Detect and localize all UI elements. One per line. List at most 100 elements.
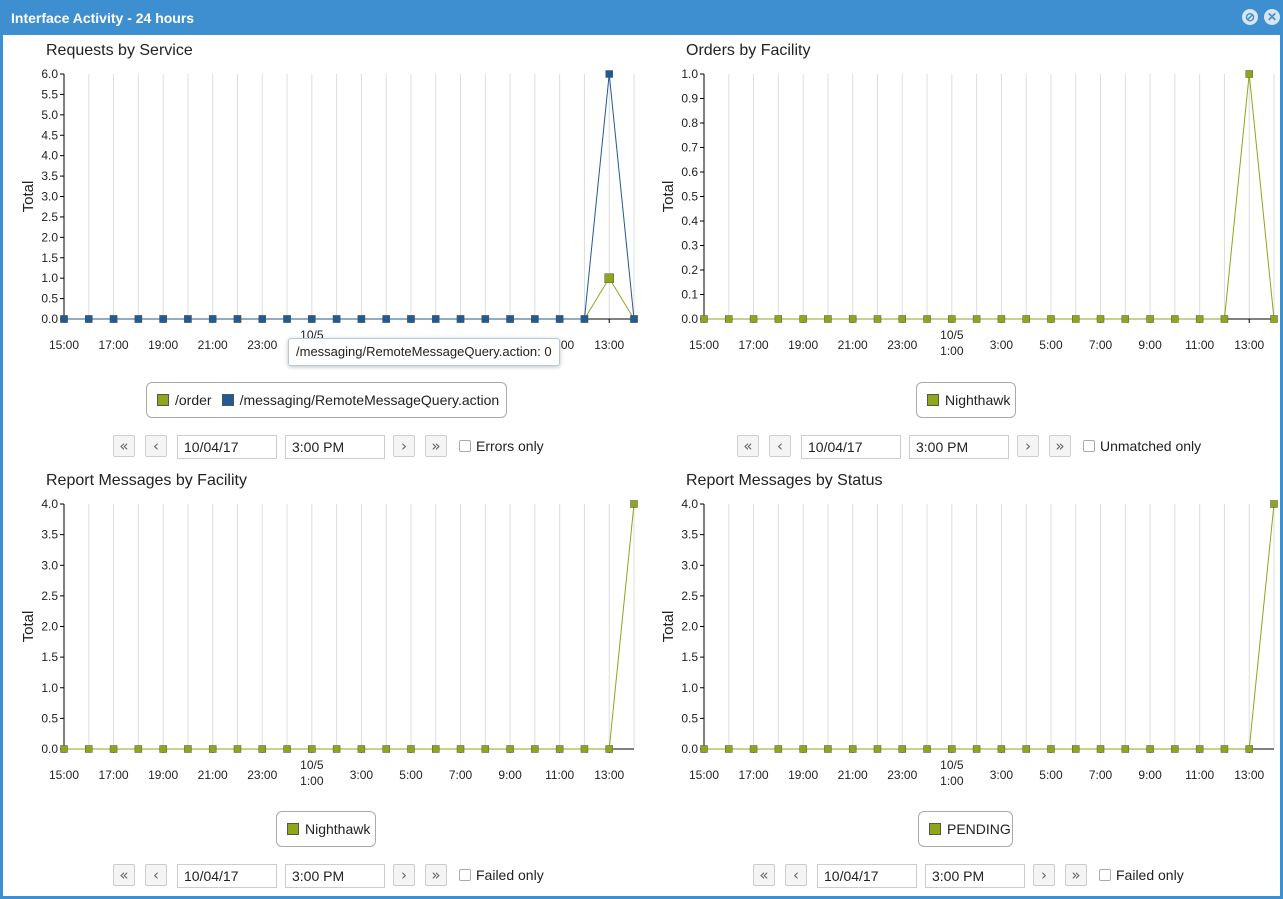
time-input[interactable]: 3:00 PM [925,864,1025,888]
data-point [605,70,613,78]
y-tick-label: 2.0 [41,620,58,634]
series-line [64,277,635,320]
data-point [1047,745,1055,753]
data-point [1071,745,1080,753]
legend-label: Nighthawk [945,392,1011,408]
x-tick-label: 11:00 [1185,338,1214,352]
y-tick-label: 1.0 [681,681,698,695]
next-button[interactable]: › [393,864,415,886]
legend-item[interactable]: PENDING [929,821,1011,837]
last-page-button[interactable]: » [425,435,447,457]
legend-swatch [287,823,299,835]
x-tick-label: 17:00 [99,768,129,782]
data-point [407,315,415,323]
previous-button[interactable]: ‹ [145,864,167,886]
y-tick-label: 5.5 [41,87,58,101]
x-tick-label: 1:00 [300,774,324,788]
first-page-button[interactable]: « [113,435,135,457]
close-icon[interactable]: ✕ [1264,9,1280,25]
data-point [308,315,316,323]
data-point [1245,70,1253,78]
chart-svg: Report Messages by Facility Total 0.0 0.5 1.… [20,472,638,788]
y-tick-label: 3.0 [41,190,58,204]
date-input[interactable]: 10/04/17 [801,435,901,459]
y-tick-label: 0.0 [41,312,58,326]
previous-button[interactable]: ‹ [145,435,167,457]
data-point [749,315,758,323]
time-input[interactable]: 3:00 PM [285,864,385,888]
x-tick-label: 19:00 [148,768,178,782]
data-point [184,315,192,323]
checkbox-label: Errors only [476,438,544,454]
data-point [233,315,242,323]
x-tick-label: 7:00 [449,768,473,782]
legend-item[interactable]: Nighthawk [287,821,370,837]
x-tick-label: 17:00 [739,768,769,782]
data-point [258,745,267,753]
y-axis-label: Total [20,611,37,643]
data-point [1071,315,1080,323]
previous-button[interactable]: ‹ [785,864,807,886]
failed-only-checkbox[interactable] [1099,869,1111,881]
data-point [184,745,192,753]
legend-swatch [929,823,941,835]
y-tick-label: 0.1 [681,288,698,302]
previous-button[interactable]: ‹ [769,435,791,457]
y-tick-label: 0.8 [681,116,698,130]
legend-item[interactable]: Nighthawk [927,392,1010,408]
next-button[interactable]: › [393,435,415,457]
last-page-button[interactable]: » [425,864,447,886]
y-tick-label: 0.5 [41,292,58,306]
time-input[interactable]: 3:00 PM [909,435,1009,459]
failed-only-checkbox[interactable] [459,869,471,881]
x-tick-label: 21:00 [198,338,228,352]
data-point [208,745,217,753]
data-point [208,315,217,323]
legend-item[interactable]: /order [157,392,212,408]
x-tick-label: 3:00 [350,768,374,782]
series-line [64,73,635,320]
errors-only-checkbox[interactable] [459,440,471,452]
data-point [233,745,242,753]
unmatched-only-checkbox[interactable] [1083,440,1095,452]
data-point [382,315,390,323]
date-input[interactable]: 10/04/17 [817,864,917,888]
date-input[interactable]: 10/04/17 [177,864,277,888]
date-navigation: « ‹ 10/04/17 3:00 PM › » Unmatched only [737,435,1201,459]
y-tick-label: 0.5 [681,190,698,204]
y-tick-label: 0.0 [681,312,698,326]
data-point [60,745,68,753]
legend-item[interactable]: /messaging/RemoteMessageQuery.action [221,392,499,408]
next-button[interactable]: › [1033,864,1055,886]
minimize-icon[interactable]: ⊘ [1242,9,1258,25]
time-input[interactable]: 3:00 PM [285,435,385,459]
last-page-button[interactable]: » [1065,864,1087,886]
chart-svg: Requests by Service Total 0.0 0.5 1.0 1.5 2.0 2… [20,42,638,358]
data-point [630,315,638,323]
y-tick-label: 5.0 [41,108,58,122]
data-point [605,745,613,753]
y-tick-label: 2.5 [41,589,58,603]
last-page-button[interactable]: » [1049,435,1071,457]
data-point [60,315,68,323]
data-point [1171,315,1179,323]
next-button[interactable]: › [1017,435,1039,457]
date-input[interactable]: 10/04/17 [177,435,277,459]
data-point [506,315,514,323]
data-point [85,745,93,753]
y-tick-label: 3.5 [681,528,698,542]
y-tick-label: 4.0 [41,149,58,163]
y-tick-label: 1.0 [41,681,58,695]
x-tick-label: 15:00 [689,768,719,782]
data-point [357,315,366,323]
first-page-button[interactable]: « [737,435,759,457]
y-tick-label: 4.0 [41,497,58,511]
x-tick-label: 10/5 [300,758,324,772]
window-titlebar[interactable]: Interface Activity - 24 hours ⊘ ✕ [3,0,1283,35]
x-tick-label: 21:00 [198,768,228,782]
data-point [774,745,783,753]
y-tick-label: 0.6 [681,165,698,179]
x-tick-label: 11:00 [1185,768,1214,782]
first-page-button[interactable]: « [113,864,135,886]
first-page-button[interactable]: « [753,864,775,886]
